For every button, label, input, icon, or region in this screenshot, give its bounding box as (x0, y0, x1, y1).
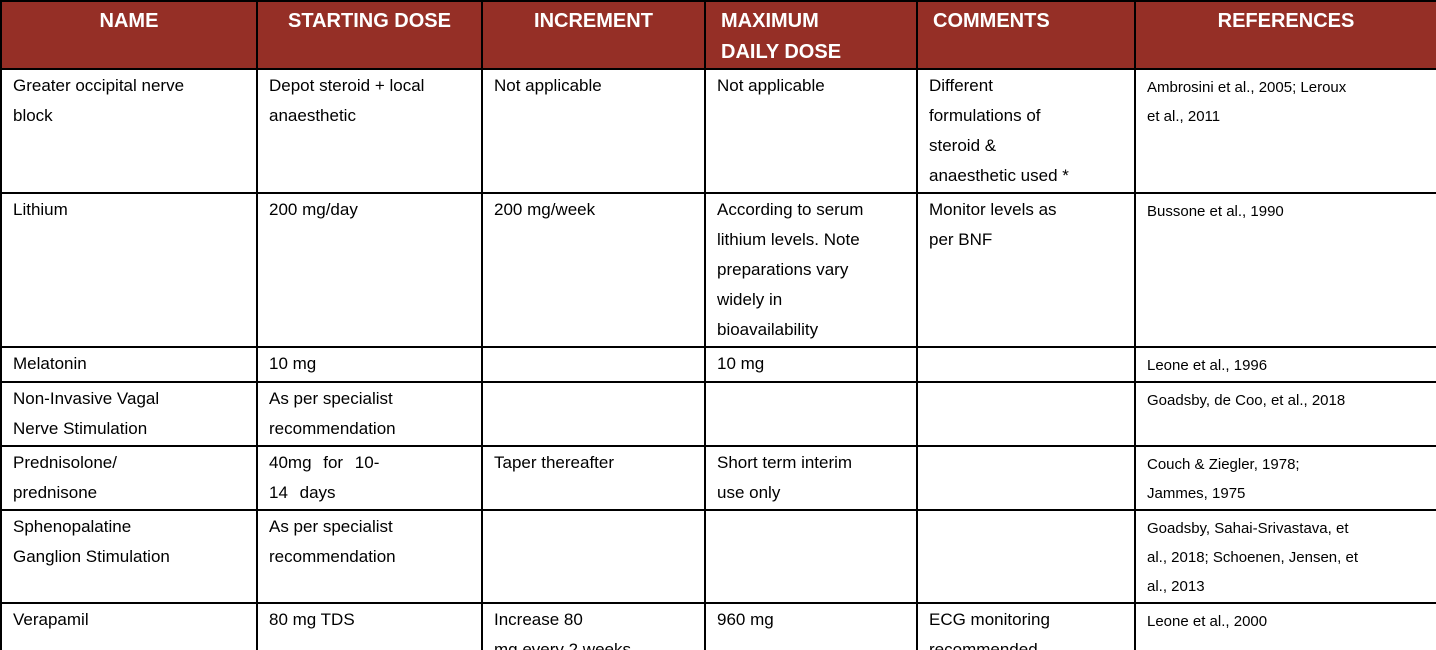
cell-increment: 200 mg/week (481, 192, 706, 348)
column-header-references: REFERENCES (1134, 0, 1436, 70)
column-header-comments: COMMENTS (916, 0, 1136, 70)
cell-comments (916, 445, 1136, 511)
cell-name: Non-Invasive Vagal Nerve Stimulation (0, 381, 258, 447)
cell-maximum-daily-dose: 10 mg (704, 346, 918, 383)
cell-references: Leone et al., 1996 (1134, 346, 1436, 383)
table-row-sphenopalatine-ganglion-stimulation: Sphenopalatine Ganglion Stimulation As p… (0, 509, 1436, 604)
header-row: NAME STARTING DOSE INCREMENT MAXIMUM DAI… (0, 0, 1436, 70)
cell-maximum-daily-dose (704, 381, 918, 447)
cell-name: Melatonin (0, 346, 258, 383)
table-row-verapamil: Verapamil 80 mg TDS Increase 80 mg every… (0, 602, 1436, 650)
cell-maximum-daily-dose (704, 509, 918, 604)
cell-increment (481, 509, 706, 604)
cell-starting-dose: 200 mg/day (256, 192, 483, 348)
cell-increment: Taper thereafter (481, 445, 706, 511)
cell-references: Leone et al., 2000 (1134, 602, 1436, 650)
cell-references: Goadsby, de Coo, et al., 2018 (1134, 381, 1436, 447)
cell-starting-dose: 40mg for 10- 14 days (256, 445, 483, 511)
column-header-maximum-daily-dose: MAXIMUM DAILY DOSE (704, 0, 918, 70)
table-row-prednisolone-prednisone: Prednisolone/ prednisone 40mg for 10- 14… (0, 445, 1436, 511)
table-row-melatonin: Melatonin 10 mg 10 mg Leone et al., 1996 (0, 346, 1436, 383)
cell-increment: Not applicable (481, 68, 706, 194)
cell-starting-dose: As per specialist recommendation (256, 509, 483, 604)
cell-name: Prednisolone/ prednisone (0, 445, 258, 511)
cell-comments (916, 381, 1136, 447)
cell-increment: Increase 80 mg every 2 weeks (481, 602, 706, 650)
cell-increment (481, 346, 706, 383)
cell-name: Lithium (0, 192, 258, 348)
table-row-greater-occipital-nerve-block: Greater occipital nerve block Depot ster… (0, 68, 1436, 194)
cell-comments: ECG monitoring recommended (916, 602, 1136, 650)
cell-starting-dose: 10 mg (256, 346, 483, 383)
cell-name: Verapamil (0, 602, 258, 650)
table-body: Greater occipital nerve block Depot ster… (0, 68, 1436, 650)
cell-maximum-daily-dose: According to serum lithium levels. Note … (704, 192, 918, 348)
cell-references: Couch & Ziegler, 1978; Jammes, 1975 (1134, 445, 1436, 511)
cell-comments: Different formulations of steroid & anae… (916, 68, 1136, 194)
column-header-starting-dose: STARTING DOSE (256, 0, 483, 70)
cell-maximum-daily-dose: 960 mg (704, 602, 918, 650)
cell-starting-dose: As per specialist recommendation (256, 381, 483, 447)
cell-comments (916, 346, 1136, 383)
table-row-lithium: Lithium 200 mg/day 200 mg/week According… (0, 192, 1436, 348)
cell-name: Sphenopalatine Ganglion Stimulation (0, 509, 258, 604)
cell-references: Bussone et al., 1990 (1134, 192, 1436, 348)
cell-references: Ambrosini et al., 2005; Leroux et al., 2… (1134, 68, 1436, 194)
cell-maximum-daily-dose: Not applicable (704, 68, 918, 194)
column-header-name: NAME (0, 0, 258, 70)
cell-maximum-daily-dose: Short term interim use only (704, 445, 918, 511)
cell-comments: Monitor levels as per BNF (916, 192, 1136, 348)
cell-starting-dose: 80 mg TDS (256, 602, 483, 650)
cell-comments (916, 509, 1136, 604)
cell-references: Goadsby, Sahai-Srivastava, et al., 2018;… (1134, 509, 1436, 604)
table-row-non-invasive-vagal-nerve-stimulation: Non-Invasive Vagal Nerve Stimulation As … (0, 381, 1436, 447)
cell-increment (481, 381, 706, 447)
cell-name: Greater occipital nerve block (0, 68, 258, 194)
table-header: NAME STARTING DOSE INCREMENT MAXIMUM DAI… (0, 0, 1436, 70)
cell-starting-dose: Depot steroid + local anaesthetic (256, 68, 483, 194)
column-header-increment: INCREMENT (481, 0, 706, 70)
